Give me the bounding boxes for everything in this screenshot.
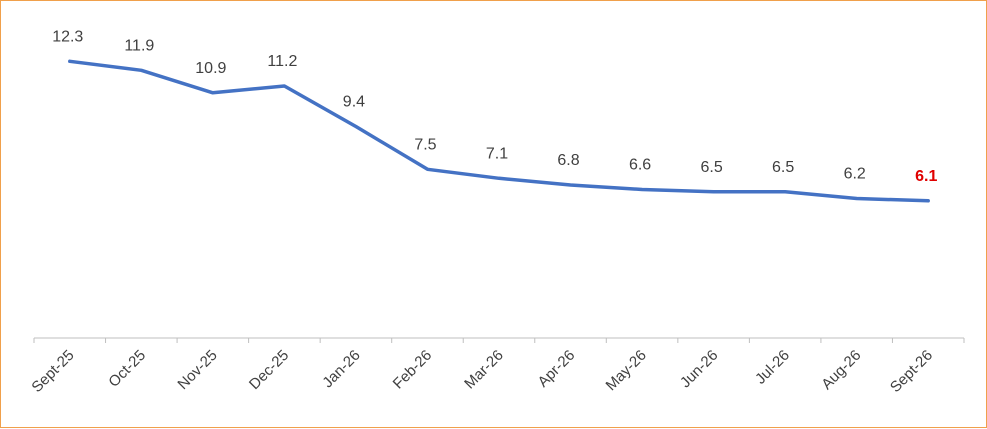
data-label: 6.2 <box>844 166 866 183</box>
data-label: 6.5 <box>772 159 794 176</box>
data-point <box>497 176 501 180</box>
x-tick-label: Jun-26 <box>677 347 721 391</box>
data-label: 10.9 <box>195 60 226 77</box>
x-tick-label: Jan-26 <box>319 347 363 391</box>
data-point <box>926 199 930 203</box>
x-tick-label: Sept-26 <box>887 347 936 396</box>
series-line <box>68 59 930 203</box>
data-label: 11.2 <box>267 53 297 70</box>
data-label: 11.9 <box>124 37 154 54</box>
data-label: 7.1 <box>486 145 508 162</box>
data-label-highlighted: 6.1 <box>915 168 937 185</box>
series-line-group <box>68 59 930 203</box>
data-point <box>569 183 573 187</box>
data-point <box>139 68 143 72</box>
data-label: 6.8 <box>557 152 579 169</box>
data-label: 9.4 <box>343 94 365 111</box>
data-label: 12.3 <box>52 28 83 45</box>
data-point <box>855 197 859 201</box>
data-point <box>783 190 787 194</box>
x-tick-label-group: Sept-25 Oct-25 Nov-25 Dec-25 Jan-26 Feb-26 Mar… <box>28 347 936 396</box>
data-label: 6.6 <box>629 157 651 174</box>
data-point <box>354 125 358 129</box>
x-tick-label: Mar-26 <box>461 347 507 393</box>
x-tick-label: Dec-25 <box>246 347 292 393</box>
data-point <box>712 190 716 194</box>
data-point <box>282 84 286 88</box>
x-tick-label: Nov-25 <box>174 347 220 393</box>
data-label: 7.5 <box>414 136 436 153</box>
x-tick-label: Aug-26 <box>818 347 864 393</box>
x-tick-label: Apr-26 <box>535 347 579 391</box>
data-point <box>68 59 72 63</box>
data-label-group: 12.3 11.9 10.9 11.2 9.4 7.5 7.1 6.8 6.6 6.5 6.5 6.2… <box>52 28 937 185</box>
x-axis <box>33 337 965 343</box>
x-tick-label: Oct-25 <box>105 347 149 391</box>
x-tick-label: Sept-25 <box>28 347 77 396</box>
x-tick-label: Feb-26 <box>390 347 436 393</box>
data-point <box>425 167 429 171</box>
data-point <box>640 188 644 192</box>
data-point <box>211 91 215 95</box>
x-tick-label: May-26 <box>603 347 650 394</box>
x-tick-label: Jul-26 <box>752 347 793 388</box>
data-label: 6.5 <box>700 159 722 176</box>
